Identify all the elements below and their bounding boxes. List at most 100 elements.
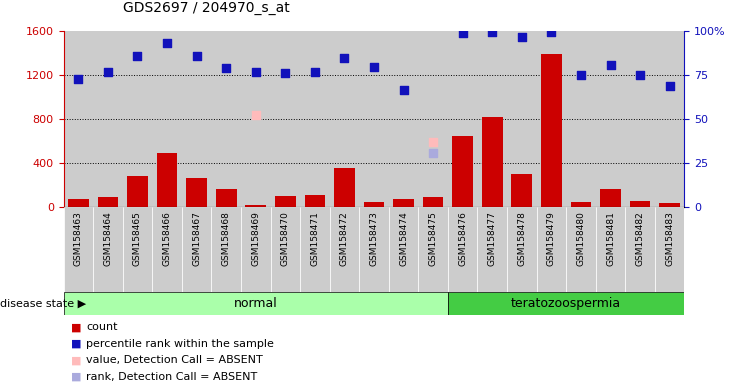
Point (398, 87, 410, 93)
Bar (418, 31, 448, 207)
Text: GSM158473: GSM158473 (370, 212, 378, 266)
Bar (482, 118, 503, 207)
Point (309, 68, 321, 74)
Bar (507, 31, 536, 207)
Bar (153, 207, 182, 292)
Point (279, 70, 291, 76)
Text: ■: ■ (71, 372, 82, 382)
Bar (477, 207, 507, 292)
Bar (97, 197, 118, 207)
Bar (271, 207, 300, 292)
Bar (595, 31, 625, 207)
Bar (156, 153, 177, 207)
Point (338, 55, 350, 61)
Bar (300, 31, 330, 207)
Text: GSM158482: GSM158482 (636, 212, 645, 266)
Text: GSM158463: GSM158463 (74, 212, 83, 266)
Bar (654, 207, 684, 292)
Bar (625, 31, 654, 207)
Text: value, Detection Call = ABSENT: value, Detection Call = ABSENT (86, 356, 263, 366)
Bar (595, 207, 625, 292)
Text: GSM158475: GSM158475 (429, 212, 438, 266)
Point (604, 63, 616, 69)
Point (634, 72, 646, 78)
Bar (68, 199, 89, 207)
Bar (304, 195, 325, 207)
Bar (334, 168, 355, 207)
Text: GSM158470: GSM158470 (280, 212, 289, 266)
Bar (625, 207, 654, 292)
Bar (453, 136, 473, 207)
Bar (536, 31, 566, 207)
Bar (389, 207, 418, 292)
Text: GSM158465: GSM158465 (133, 212, 142, 266)
Text: teratozoospermia: teratozoospermia (511, 297, 622, 310)
Text: GSM158476: GSM158476 (459, 212, 468, 266)
Bar (241, 207, 271, 292)
Text: GSM158479: GSM158479 (547, 212, 556, 266)
Bar (64, 31, 94, 207)
Bar (507, 207, 536, 292)
Text: disease state ▶: disease state ▶ (0, 298, 86, 308)
Bar (418, 207, 448, 292)
Point (161, 40, 173, 46)
Point (545, 29, 557, 35)
Bar (448, 207, 477, 292)
Bar (566, 207, 595, 292)
Bar (94, 207, 123, 292)
Bar (241, 31, 271, 207)
Text: normal: normal (234, 297, 278, 310)
Point (102, 68, 114, 74)
Point (457, 30, 469, 36)
Point (427, 139, 439, 145)
Bar (212, 207, 241, 292)
Text: GSM158466: GSM158466 (162, 212, 171, 266)
Text: GSM158478: GSM158478 (518, 212, 527, 266)
Text: GSM158464: GSM158464 (103, 212, 112, 266)
Bar (216, 189, 236, 207)
Text: GSM158477: GSM158477 (488, 212, 497, 266)
Bar (182, 207, 212, 292)
Point (191, 53, 203, 59)
Bar (600, 189, 621, 207)
Point (575, 72, 587, 78)
Point (73, 76, 85, 82)
Point (663, 83, 675, 89)
Text: GSM158474: GSM158474 (399, 212, 408, 266)
Point (250, 111, 262, 118)
Point (250, 68, 262, 74)
Point (368, 63, 380, 70)
Bar (127, 177, 148, 207)
Bar (512, 174, 532, 207)
Bar (541, 55, 562, 207)
Text: percentile rank within the sample: percentile rank within the sample (86, 339, 274, 349)
Text: count: count (86, 322, 117, 332)
Bar (330, 31, 359, 207)
Bar (536, 207, 566, 292)
Point (516, 34, 528, 40)
Text: ■: ■ (71, 356, 82, 366)
Bar (330, 207, 359, 292)
Bar (448, 292, 684, 315)
Bar (64, 292, 448, 315)
Text: ■: ■ (71, 322, 82, 332)
Bar (123, 207, 153, 292)
Point (427, 150, 439, 156)
Point (486, 29, 498, 35)
Bar (654, 31, 684, 207)
Bar (448, 31, 477, 207)
Bar (571, 202, 591, 207)
Text: GDS2697 / 204970_s_at: GDS2697 / 204970_s_at (123, 2, 290, 15)
Bar (566, 31, 595, 207)
Bar (659, 203, 680, 207)
Text: GSM158483: GSM158483 (665, 212, 674, 266)
Bar (389, 31, 418, 207)
Bar (182, 31, 212, 207)
Text: rank, Detection Call = ABSENT: rank, Detection Call = ABSENT (86, 372, 257, 382)
Text: GSM158481: GSM158481 (606, 212, 615, 266)
Bar (423, 197, 444, 207)
Bar (153, 31, 182, 207)
Bar (364, 202, 384, 207)
Bar (359, 31, 389, 207)
Text: GSM158471: GSM158471 (310, 212, 319, 266)
